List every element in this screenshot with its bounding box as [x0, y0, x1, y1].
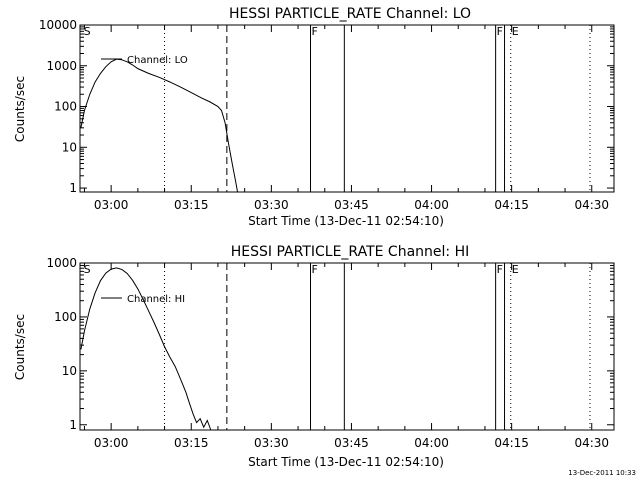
panel-hi-title: HESSI PARTICLE_RATE Channel: HI: [231, 244, 469, 260]
panel-hi-x-tick-label: 03:15: [174, 436, 209, 450]
panel-lo-x-tick-label: 04:30: [574, 198, 609, 212]
panel-hi-y-tick-label: 1000: [46, 256, 77, 270]
panel-hi-marker-label-7: E: [512, 263, 519, 276]
panel-hi-x-tick-label: 03:30: [254, 436, 289, 450]
panel-hi-series-line-0: [80, 267, 212, 430]
panel-hi-legend: Channel: HI: [101, 294, 185, 305]
panel-lo-legend: Channel: LO: [101, 55, 188, 66]
panel-lo-marker-label-5: F: [497, 25, 503, 38]
panel-lo-title: HESSI PARTICLE_RATE Channel: LO: [229, 6, 471, 22]
panel-hi-legend-label: Channel: HI: [127, 294, 185, 305]
panel-hi-y-tick-label: 100: [54, 310, 77, 324]
panel-hi-y-axis-label: Counts/sec: [13, 314, 27, 380]
panel-lo-marker-label-0: S: [84, 25, 91, 38]
panel-lo-y-tick-label: 100: [54, 100, 77, 114]
panel-hi-x-axis-label: Start Time (13-Dec-11 02:54:10): [248, 455, 444, 469]
panel-hi-y-tick-label: 10: [62, 364, 77, 378]
panel-lo-marker-label-3: F: [312, 25, 318, 38]
panel-lo-y-tick-label: 1000: [46, 59, 77, 73]
panel-lo-y-tick-label: 10000: [39, 18, 77, 32]
panel-lo-y-axis-label: Counts/sec: [13, 76, 27, 142]
panel-hi-x-tick-label: 04:30: [574, 436, 609, 450]
panel-hi-plot-area: 03:00 03:15 03:30 03:45 04:00 04:15 04:30 1 10 10…: [46, 256, 615, 450]
panel-lo-x-tick-label: 03:30: [254, 198, 289, 212]
panel-hi-marker-label-0: S: [84, 263, 91, 276]
panel-hi-marker-label-5: F: [497, 263, 503, 276]
panel-hi-axes-frame: [79, 262, 615, 431]
footer-timestamp: 13-Dec-2011 10:33: [568, 469, 636, 477]
panel-lo-marker-label-7: E: [512, 25, 519, 38]
panel-hi-marker-label-3: F: [312, 263, 318, 276]
panel-lo-plot-area: 03:00 03:15 03:30 03:45 04:00 04:15 04:30 1 10 10…: [39, 18, 615, 212]
panel-lo: HESSI PARTICLE_RATE Channel: LO Counts/s…: [13, 6, 615, 228]
panel-lo-y-tick-label: 1: [69, 181, 77, 195]
panel-lo-x-axis-label: Start Time (13-Dec-11 02:54:10): [248, 214, 444, 228]
panel-lo-series-line-0: [80, 58, 239, 192]
panel-lo-y-tick-label: 10: [62, 140, 77, 154]
panel-hi-x-tick-label: 04:15: [494, 436, 529, 450]
panel-lo-legend-label: Channel: LO: [127, 55, 188, 66]
panel-hi-x-tick-label: 04:00: [414, 436, 449, 450]
panel-lo-x-tick-label: 04:15: [494, 198, 529, 212]
panel-lo-x-tick-label: 03:00: [94, 198, 129, 212]
panel-lo-x-tick-label: 04:00: [414, 198, 449, 212]
panel-hi: HESSI PARTICLE_RATE Channel: HI Counts/s…: [13, 244, 615, 469]
panel-lo-x-tick-label: 03:15: [174, 198, 209, 212]
panel-lo-x-tick-label: 03:45: [334, 198, 369, 212]
panel-hi-x-tick-label: 03:00: [94, 436, 129, 450]
panel-hi-x-tick-label: 03:45: [334, 436, 369, 450]
panel-hi-y-tick-label: 1: [69, 418, 77, 432]
